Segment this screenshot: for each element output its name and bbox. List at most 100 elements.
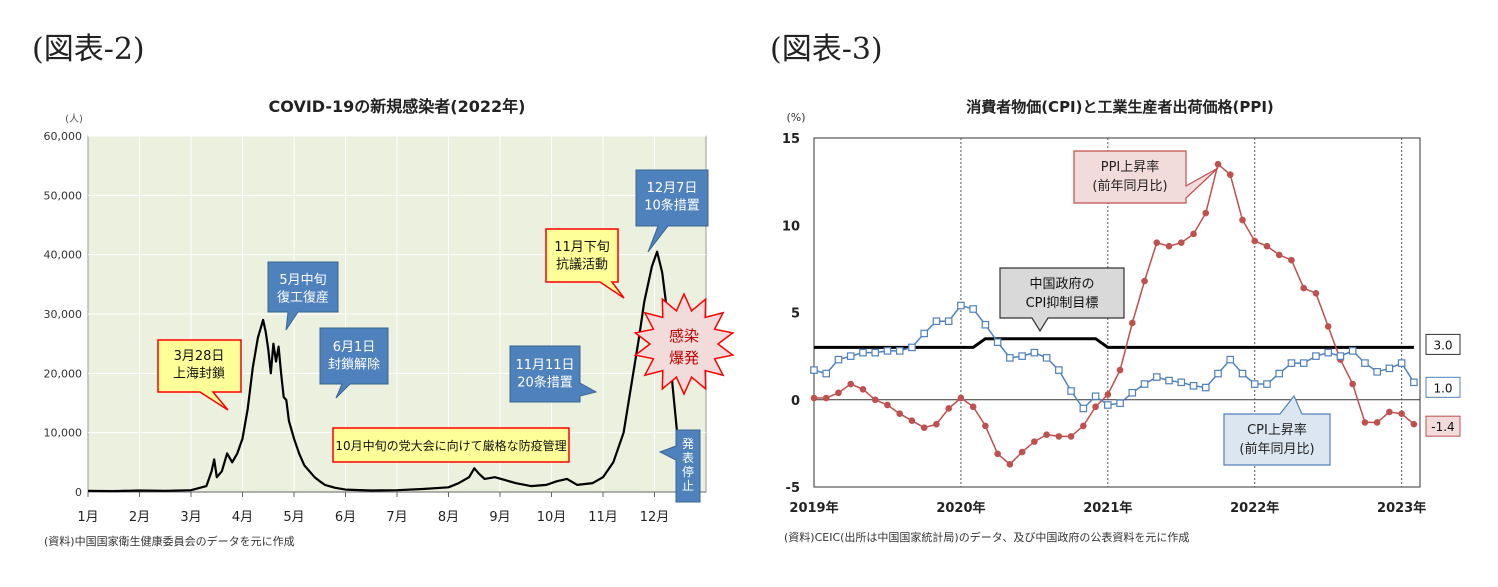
callout-text: 5月中旬: [279, 273, 326, 288]
ppi-point: [994, 450, 1001, 458]
cpi-point: [859, 348, 867, 357]
ppi-point: [1386, 408, 1393, 416]
ppi-point: [1410, 420, 1418, 428]
cpi-point: [1263, 380, 1271, 388]
ppi-point: [1080, 422, 1087, 430]
ppi-point: [1239, 216, 1246, 224]
y-axis-unit: (人): [65, 113, 83, 125]
x-tick-label: 9月: [489, 510, 510, 525]
ppi-line: [814, 162, 1415, 466]
callout-text: 6月1日: [333, 340, 376, 355]
callout-target: [999, 267, 1125, 333]
callout-text: 爆発: [669, 349, 699, 367]
y-tick-label: 10,000: [44, 427, 83, 440]
ppi-point: [1202, 209, 1210, 217]
ppi-point: [884, 401, 891, 409]
ppi-point: [957, 394, 965, 402]
ppi-point: [1092, 403, 1099, 411]
x-tick-label: 12月: [640, 510, 670, 525]
ppi-point: [1031, 438, 1038, 445]
x-tick-label: 2022年: [1230, 500, 1279, 516]
cpi-point: [1030, 348, 1039, 357]
y-tick-label: 50,000: [44, 189, 83, 202]
ppi-point: [1116, 366, 1124, 374]
x-tick-label: 7月: [386, 510, 407, 525]
cpi-point: [1299, 359, 1308, 367]
ppi-point: [847, 380, 855, 388]
ppi-point: [1337, 356, 1344, 363]
ppi-point: [810, 394, 818, 402]
cpi-point: [1079, 404, 1088, 413]
cpi-point: [932, 317, 941, 326]
cpi-point: [1018, 352, 1026, 360]
source-note: (資料)中国国家衛生健康委員会のデータを元に作成: [44, 534, 295, 548]
callout-text: 止: [682, 479, 694, 493]
cpi-point: [944, 317, 953, 326]
y-tick-label: 60,000: [44, 130, 83, 143]
callout-text: (前年同月比): [1092, 178, 1167, 194]
ppi-point: [1275, 251, 1283, 259]
cpi-point: [1238, 369, 1247, 378]
y-tick-label: 0: [791, 394, 800, 409]
ppi-point: [1153, 239, 1161, 246]
callout-text: 3月28日: [174, 349, 225, 364]
ppi-point: [822, 394, 830, 402]
callout-protests: [545, 228, 625, 299]
y-tick-label: -5: [786, 481, 800, 496]
ppi-point: [835, 389, 842, 397]
x-tick-label: 2023年: [1377, 500, 1426, 516]
callout-work-resumption: [267, 261, 339, 331]
cpi-point: [1091, 392, 1100, 401]
cpi-point: [822, 369, 831, 378]
ppi-point: [1312, 290, 1320, 297]
callout-text: PPI上昇率: [1101, 159, 1160, 175]
y-tick-label: 20,000: [44, 367, 83, 380]
cpi-point: [1250, 380, 1259, 388]
ppi-point: [1288, 256, 1295, 264]
y-tick-label: 15: [782, 132, 800, 147]
cpi-point: [1336, 352, 1345, 360]
x-tick-label: 6月: [335, 510, 356, 525]
cpi-point: [1128, 388, 1137, 397]
cpi-point: [1312, 352, 1320, 360]
ppi-point: [1129, 319, 1136, 327]
x-tick-label: 4月: [232, 510, 253, 525]
callout-10-measures: [635, 169, 709, 253]
x-tick-label: 3月: [180, 510, 201, 525]
cpi-point: [1042, 354, 1051, 362]
cpi-point: [1348, 347, 1357, 355]
callout-text: CPI抑制目標: [1026, 296, 1099, 311]
cpi-point: [1214, 369, 1222, 378]
x-tick-label: 10月: [537, 510, 567, 525]
callout-text: 封鎖解除: [328, 357, 380, 373]
new-cases-line: [87, 250, 684, 493]
ppi-point: [1398, 410, 1405, 418]
ppi-point: [908, 417, 916, 424]
callout-text: (前年同月比): [1239, 441, 1314, 457]
y-tick-label: 40,000: [44, 249, 83, 262]
cpi-point: [834, 355, 843, 364]
ppi-point: [1177, 239, 1185, 246]
ppi-point: [1043, 431, 1050, 438]
cpi-point: [969, 305, 977, 313]
callout-text: 発: [682, 437, 694, 451]
ppi-point: [920, 424, 928, 431]
ppi-point: [1214, 160, 1222, 168]
ppi-point: [859, 385, 867, 393]
end-label-cpi: 1.0: [1433, 381, 1452, 395]
ppi-point: [1361, 419, 1369, 426]
cpi-line: [813, 304, 1415, 410]
cpi-point: [1226, 355, 1235, 364]
callout-text: 中国政府の: [1029, 277, 1094, 292]
x-tick-label: 2021年: [1083, 500, 1132, 516]
callout-text: 11月11日: [515, 358, 574, 373]
ppi-point: [1300, 284, 1307, 292]
end-label-ppi-box: [1425, 415, 1461, 437]
ppi-point: [1226, 171, 1234, 178]
ppi-point: [1263, 242, 1271, 250]
figure-3-label: (図表-3): [770, 32, 883, 67]
ppi-point: [1067, 433, 1075, 440]
ppi-point: [945, 405, 952, 412]
callout-cpi: [1223, 394, 1331, 466]
cpi-point: [1152, 373, 1161, 381]
